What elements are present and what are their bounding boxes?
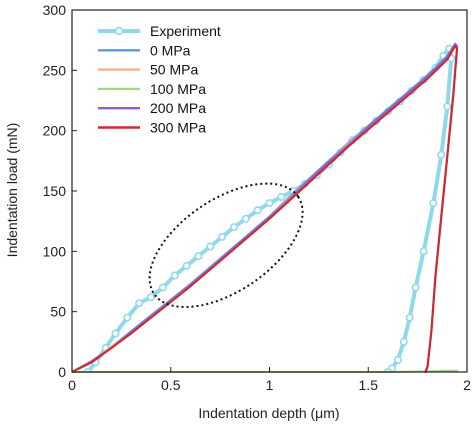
experiment-point — [158, 283, 167, 292]
legend: Experiment 0 MPa 50 MPa 100 MPa 200 MPa 300 M… — [98, 23, 221, 136]
legend-label-4: 200 MPa — [150, 100, 206, 116]
experiment-point — [277, 193, 286, 202]
y-tick-label: 0 — [58, 364, 66, 380]
experiment-point — [437, 150, 446, 159]
y-tick-label: 100 — [43, 243, 67, 259]
legend-marker — [114, 26, 124, 36]
legend-label-5: 300 MPa — [150, 120, 206, 136]
annotation-layer — [148, 182, 304, 309]
y-tick-label: 300 — [43, 2, 67, 18]
x-tick-label: 0.5 — [161, 377, 181, 393]
legend-label-1: 0 MPa — [150, 42, 191, 58]
y-tick-label: 50 — [50, 304, 66, 320]
experiment-point — [229, 223, 238, 232]
dotted-ellipse-annotation — [148, 182, 304, 309]
experiment-point — [419, 247, 428, 256]
x-tick-label: 1.5 — [359, 377, 379, 393]
experiment-point — [411, 283, 420, 292]
experiment-point — [123, 313, 132, 322]
experiment-point — [429, 199, 438, 208]
experiment-point — [443, 102, 452, 111]
experiment-point — [265, 199, 274, 208]
experiment-point — [135, 299, 144, 308]
y-tick-label: 250 — [43, 62, 67, 78]
experiment-point — [170, 271, 179, 280]
x-tick-label: 1 — [266, 377, 274, 393]
experiment-point — [194, 252, 203, 261]
series-layer — [72, 42, 459, 373]
y-axis-title: Indentation load (mN) — [4, 123, 20, 258]
experiment-point — [182, 261, 191, 270]
y-tick-label: 200 — [43, 123, 67, 139]
experiment-point — [206, 242, 215, 251]
legend-label-3: 100 MPa — [150, 81, 206, 97]
axes-layer: 0 0.5 1 1.5 2 0 50 100 150 200 250 300 — [43, 2, 471, 393]
experiment-point — [399, 337, 408, 346]
x-tick-label: 0 — [68, 377, 76, 393]
experiment-point — [253, 206, 262, 215]
experiment-point — [147, 293, 156, 302]
legend-label-0: Experiment — [150, 23, 221, 39]
experiment-point — [218, 232, 227, 241]
experiment-point — [241, 214, 250, 223]
y-tick-label: 150 — [43, 183, 67, 199]
experiment-point — [111, 329, 120, 338]
legend-label-2: 50 MPa — [150, 62, 198, 78]
x-axis-title: Indentation depth (μm) — [198, 405, 339, 421]
experiment-point — [393, 355, 402, 364]
experiment-point — [405, 313, 414, 322]
series-line-5 — [72, 45, 459, 373]
x-tick-label: 2 — [463, 377, 471, 393]
